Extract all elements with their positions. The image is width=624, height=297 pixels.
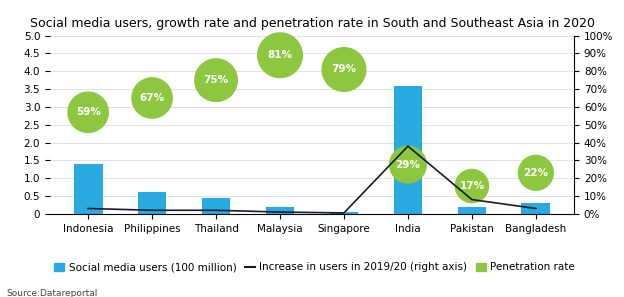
Bar xyxy=(202,198,230,214)
Text: 67%: 67% xyxy=(140,93,165,103)
Point xyxy=(531,170,541,175)
Text: 81%: 81% xyxy=(268,50,293,60)
Text: 29%: 29% xyxy=(396,160,421,170)
Point xyxy=(275,53,285,58)
Text: 79%: 79% xyxy=(331,64,356,75)
Point xyxy=(467,184,477,188)
Bar xyxy=(522,203,550,214)
Bar xyxy=(457,207,486,214)
Title: Social media users, growth rate and penetration rate in South and Southeast Asia: Social media users, growth rate and pene… xyxy=(29,17,595,30)
Bar xyxy=(394,86,422,214)
Point xyxy=(83,110,93,115)
Text: 75%: 75% xyxy=(203,75,228,85)
Bar xyxy=(138,192,167,214)
Legend: Social media users (100 million), Increase in users in 2019/20 (right axis), Pen: Social media users (100 million), Increa… xyxy=(50,258,579,277)
Text: 17%: 17% xyxy=(459,181,484,191)
Point xyxy=(211,78,221,83)
Point xyxy=(403,162,413,167)
Bar xyxy=(266,207,295,214)
Text: 22%: 22% xyxy=(524,168,548,178)
Bar xyxy=(329,212,358,214)
Text: 59%: 59% xyxy=(76,107,100,117)
Bar xyxy=(74,164,102,214)
Point xyxy=(147,96,157,100)
Point xyxy=(339,67,349,72)
Text: Source:Datareportal: Source:Datareportal xyxy=(6,288,97,297)
